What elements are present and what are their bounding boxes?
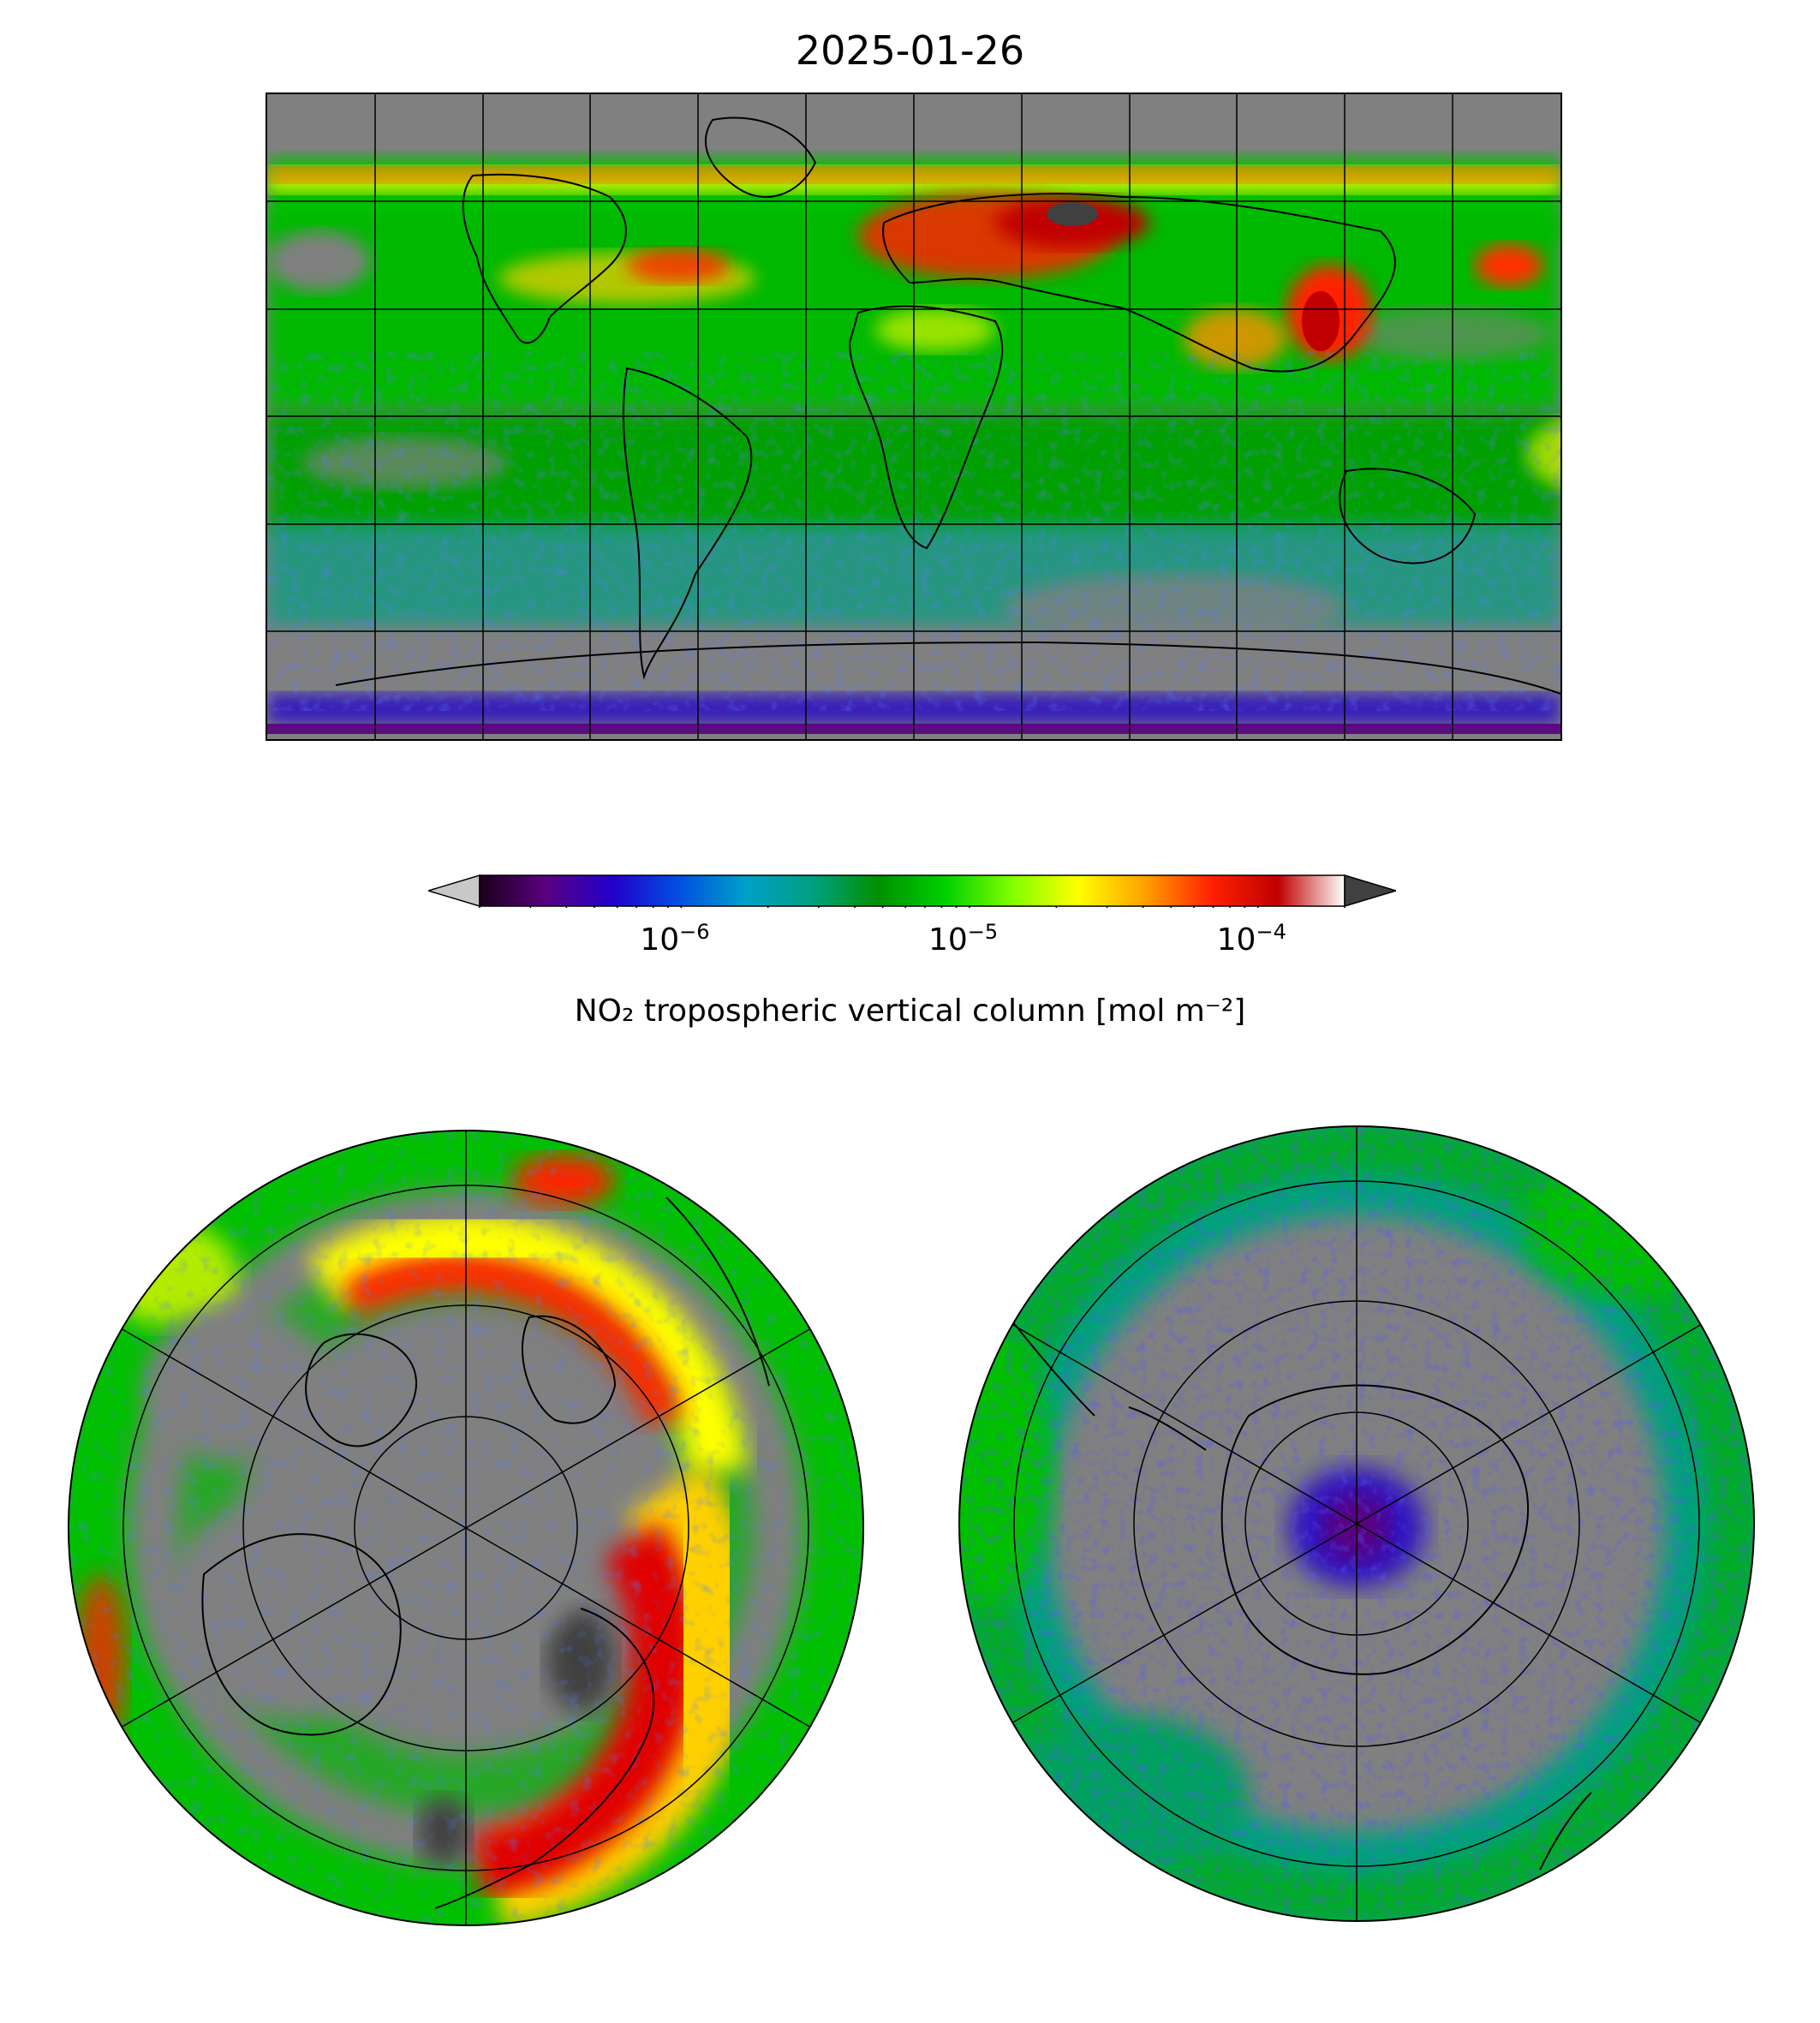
colorbar-over-extend xyxy=(1344,874,1396,908)
colorbar-label: NO₂ tropospheric vertical column [mol m⁻… xyxy=(574,994,1246,1029)
colorbar-tick-label: 10−5 xyxy=(928,920,999,958)
gridlines xyxy=(267,94,1560,739)
map-date-title: 2025-01-26 xyxy=(795,27,1025,74)
colorbar xyxy=(428,874,1396,908)
colorbar-tick-label: 10−4 xyxy=(1216,920,1286,958)
colorbar-tick-label: 10−6 xyxy=(640,920,710,958)
south-polar-map xyxy=(958,1125,1755,1922)
colorbar-under-extend xyxy=(428,874,480,908)
colorbar-body xyxy=(479,874,1346,907)
global-map xyxy=(266,92,1562,741)
south-coastlines xyxy=(991,1295,1592,1871)
south-gridlines xyxy=(1011,1126,1703,1921)
north-polar-map xyxy=(68,1130,864,1926)
coastlines xyxy=(335,116,1560,695)
north-gridlines xyxy=(120,1131,812,1925)
colorbar-ticks xyxy=(479,906,1346,908)
global-map-canvas xyxy=(267,94,1560,739)
north-coastlines xyxy=(201,1196,770,1909)
